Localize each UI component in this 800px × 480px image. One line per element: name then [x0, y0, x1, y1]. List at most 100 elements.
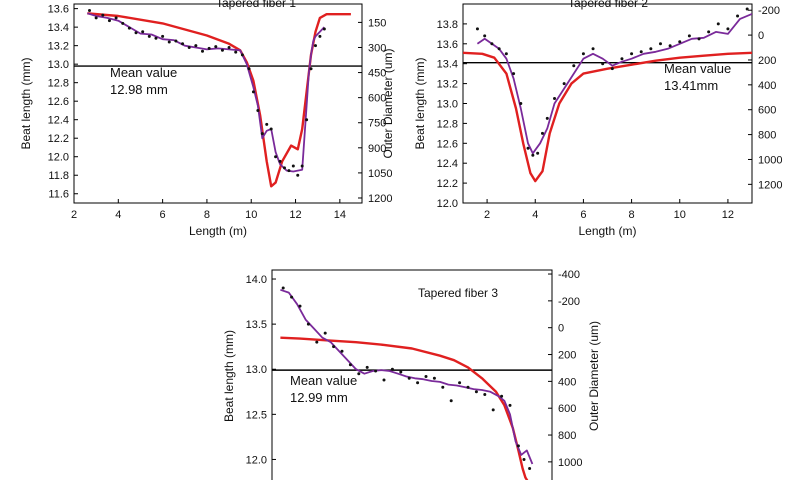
y-tick-label: 12.6 [48, 96, 69, 108]
y-tick-label: 12.2 [48, 133, 69, 145]
y-tick-label: 12.2 [437, 178, 458, 190]
y-tick-label: 13.2 [48, 41, 69, 53]
x-tick-label: 14 [334, 209, 346, 221]
mean-value-annotation: 12.98 mm [110, 82, 168, 97]
raw-data-point [591, 47, 595, 51]
x-tick-label: 12 [722, 209, 734, 221]
mean-value-annotation: 13.41mm [664, 78, 718, 93]
x-tick-label: 10 [245, 209, 257, 221]
raw-data-point [639, 50, 643, 54]
raw-data-point [147, 34, 151, 38]
raw-data-point [315, 340, 319, 344]
smoothed-beat-length-line [280, 288, 534, 465]
raw-data-point [357, 372, 361, 376]
raw-data-point [214, 45, 218, 49]
raw-data-point [581, 52, 585, 56]
raw-data-point [466, 385, 470, 389]
mean-value-annotation: Mean value [290, 373, 357, 388]
y-tick-label: 12.5 [246, 409, 267, 421]
raw-data-point [601, 62, 605, 66]
y-tick-label: 11.8 [48, 170, 69, 182]
mean-value-annotation: Mean value [110, 65, 177, 80]
raw-data-point [305, 118, 309, 122]
y-tick-label: 13.0 [246, 364, 267, 376]
raw-data-point [291, 164, 295, 168]
y-tick-label: 12.8 [48, 78, 69, 90]
raw-data-point [449, 399, 453, 403]
raw-data-point [174, 39, 178, 43]
raw-data-point [536, 151, 540, 155]
diameter-fit-line [87, 12, 351, 188]
raw-data-point [318, 34, 322, 38]
raw-data-point [332, 345, 336, 349]
raw-data-point [281, 286, 285, 290]
raw-data-point [382, 378, 386, 382]
y2-tick-label: 800 [558, 430, 576, 442]
y2-tick-label: 1050 [368, 168, 392, 180]
raw-data-point [424, 374, 428, 378]
chart-title: Tapered fiber 3 [418, 286, 498, 300]
y2-tick-label: 200 [758, 55, 776, 67]
raw-data-point [630, 52, 634, 56]
raw-data-point [365, 365, 369, 369]
y-tick-label: 12.0 [246, 454, 267, 466]
raw-data-point [256, 108, 260, 112]
raw-data-point [287, 169, 291, 173]
raw-data-point [697, 37, 701, 41]
y2-tick-label: 150 [368, 17, 386, 29]
smoothed-beat-length-line [87, 12, 325, 173]
y2-tick-label: -200 [558, 296, 580, 308]
y2-axis-label: Outer Diameter (um) [381, 48, 395, 158]
y2-tick-label: 200 [558, 350, 576, 362]
raw-data-point [154, 36, 158, 40]
raw-data-point [167, 40, 171, 44]
raw-data-point [181, 42, 185, 46]
plot-frame [271, 269, 553, 480]
raw-data-point [399, 370, 403, 374]
raw-data-point [240, 53, 244, 57]
smoothed-beat-length-line [476, 13, 752, 155]
raw-data-point [282, 166, 286, 170]
raw-data-point [390, 367, 394, 371]
raw-data-point [260, 132, 264, 136]
raw-data-point [251, 90, 255, 94]
y-tick-label: 12.8 [437, 118, 458, 130]
y2-tick-label: 750 [368, 118, 386, 130]
chart-panel-1: 2 4 6 8 10 12 14 11.6 11.8 12.0 12.2 12.4 12.6 12.8 13… [19, 0, 395, 238]
raw-data-point [161, 34, 165, 38]
raw-data-point [432, 376, 436, 380]
raw-data-point [94, 16, 98, 20]
raw-data-point [508, 403, 512, 407]
plot-area [463, 7, 752, 183]
raw-data-point [220, 48, 224, 52]
raw-data-point [101, 13, 105, 17]
y-tick-label: 11.6 [48, 189, 69, 201]
raw-data-point [309, 67, 313, 71]
raw-data-point [348, 363, 352, 367]
y2-tick-label: 600 [368, 93, 386, 105]
raw-data-point [528, 466, 532, 470]
y-tick-label: 12.4 [437, 158, 458, 170]
raw-data-point [194, 44, 198, 48]
raw-data-point [200, 49, 204, 53]
raw-data-point [187, 46, 191, 50]
y-tick-label: 13.8 [437, 19, 458, 31]
raw-data-point [531, 153, 535, 157]
y2-tick-label: 400 [558, 376, 576, 388]
raw-data-point [687, 34, 691, 38]
y-tick-label: 13.4 [48, 22, 69, 34]
raw-data-point [298, 304, 302, 308]
x-tick-label: 8 [204, 209, 210, 221]
raw-data-point [407, 376, 411, 380]
chart-title: Tapered fiber 1 [216, 0, 296, 10]
raw-data-point [500, 394, 504, 398]
mean-value-annotation: 12.99 mm [290, 390, 348, 405]
raw-data-point [88, 8, 92, 12]
raw-data-point [491, 408, 495, 412]
x-axis-label: Length (m) [189, 224, 247, 238]
raw-data-point [474, 390, 478, 394]
y-tick-label: 13.2 [437, 79, 458, 91]
x-tick-label: 12 [289, 209, 301, 221]
chart-panel-2: 2 4 6 8 10 12 12.0 12.2 12.4 12.6 12.8 13.0 13.2 13.4… [413, 0, 782, 238]
y-tick-label: 13.6 [48, 4, 69, 16]
